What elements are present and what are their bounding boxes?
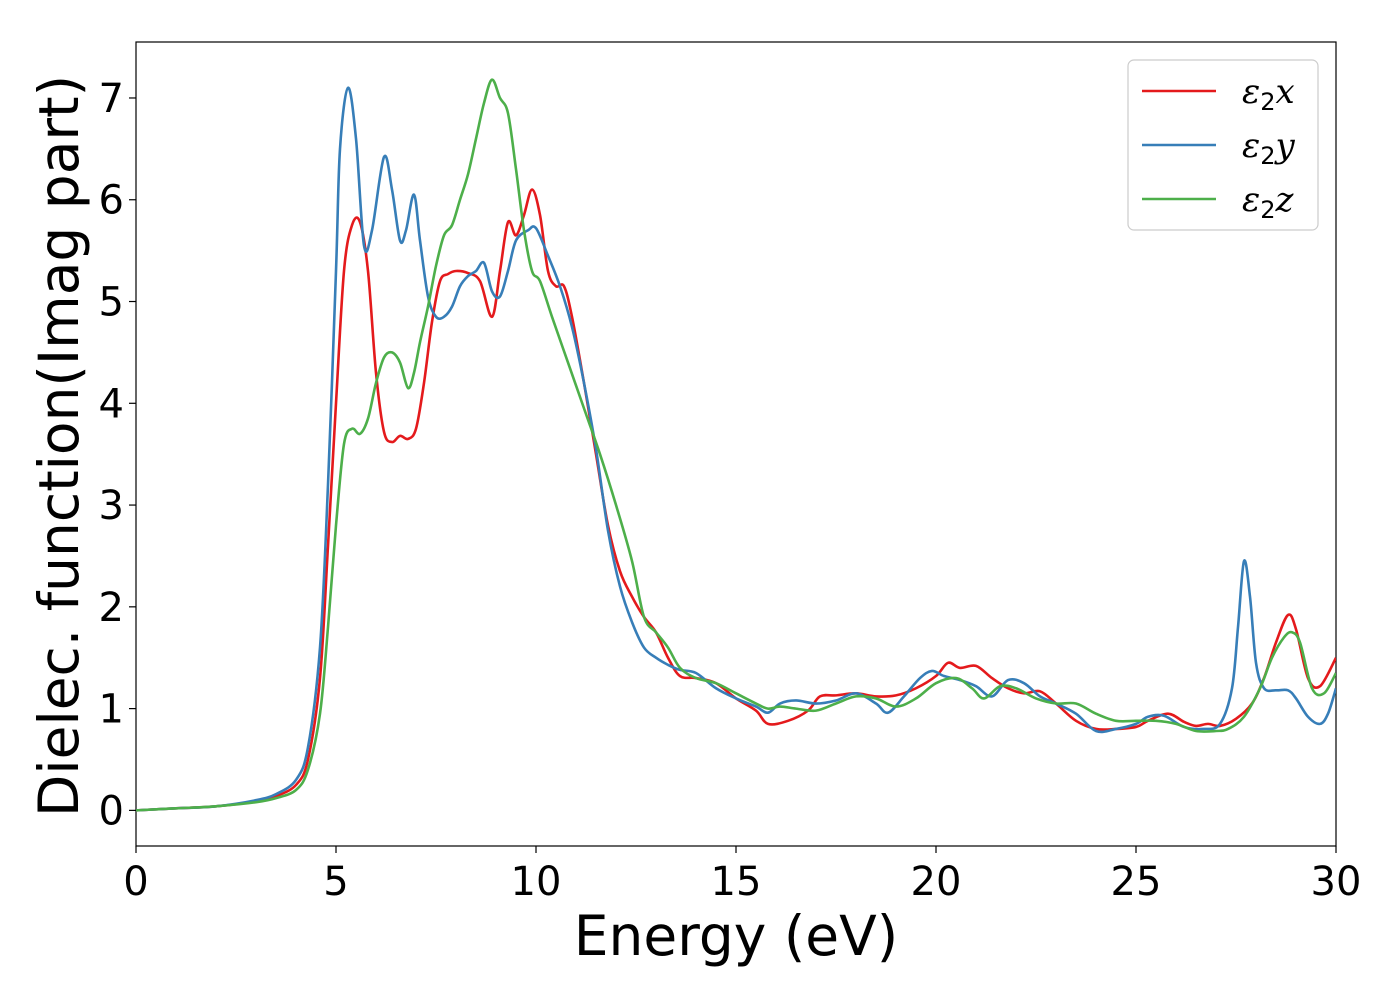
- y-tick-label: 7: [99, 76, 124, 122]
- x-tick-label: 30: [1311, 859, 1362, 905]
- y-axis: 0 1 2 3 4 5 6 7: [99, 76, 136, 834]
- series-line-x: [136, 188, 1336, 812]
- legend: ε2x ε2y ε2z: [1127, 59, 1319, 231]
- y-tick-label: 6: [99, 178, 124, 224]
- legend-label-x: ε2x: [1242, 72, 1295, 116]
- y-tick-label: 5: [99, 280, 124, 326]
- legend-label-z: ε2z: [1242, 180, 1295, 224]
- x-tick-label: 0: [123, 859, 148, 905]
- y-tick-label: 3: [99, 483, 124, 529]
- series-line-z: [136, 78, 1336, 812]
- x-axis: 0 5 10 15 20 25 30: [123, 846, 1361, 905]
- y-tick-label: 4: [99, 381, 124, 427]
- x-tick-label: 15: [711, 859, 762, 905]
- series-line-y: [136, 86, 1336, 812]
- legend-label-y: ε2y: [1242, 126, 1296, 170]
- x-tick-label: 25: [1111, 859, 1162, 905]
- y-axis-label: Dielec. function(Imag part): [27, 75, 91, 817]
- x-tick-label: 10: [511, 859, 562, 905]
- x-tick-label: 20: [911, 859, 962, 905]
- x-axis-label: Energy (eV): [574, 904, 898, 968]
- x-tick-label: 5: [323, 859, 348, 905]
- y-tick-label: 0: [99, 788, 124, 834]
- y-tick-label: 1: [99, 687, 124, 733]
- series-layer: [136, 78, 1336, 812]
- legend-box: [1127, 59, 1319, 231]
- y-tick-label: 2: [99, 585, 124, 631]
